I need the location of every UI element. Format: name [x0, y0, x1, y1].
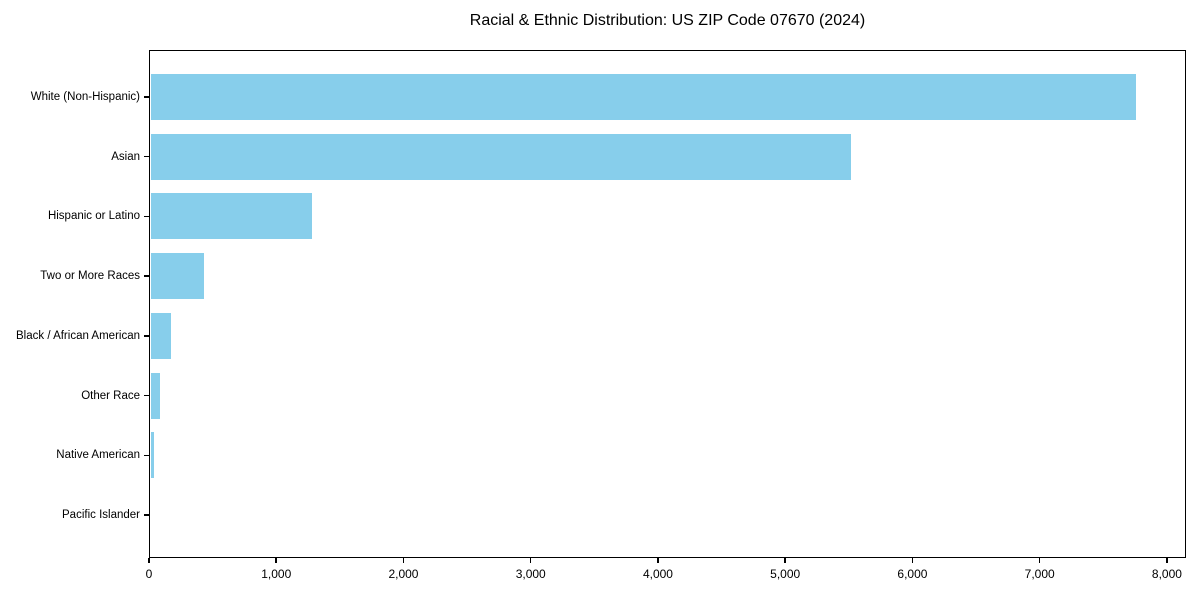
- x-tick-label: 1,000: [261, 567, 292, 581]
- x-tick-mark: [1038, 558, 1041, 563]
- x-tick-mark: [529, 558, 532, 563]
- y-tick-label: Two or More Races: [40, 270, 140, 283]
- x-tick-mark: [148, 558, 150, 563]
- x-tick-label: 0: [145, 567, 153, 581]
- x-tick-label: 4,000: [642, 567, 673, 581]
- y-tick-mark: [144, 454, 149, 456]
- bar: [150, 133, 852, 180]
- y-tick-label: White (Non-Hispanic): [30, 91, 140, 103]
- y-tick-label: Hispanic or Latino: [47, 210, 140, 223]
- bar: [150, 253, 204, 300]
- y-tick-mark: [144, 514, 149, 516]
- y-tick-label: Asian: [111, 150, 140, 163]
- y-tick-label: Other Race: [81, 389, 140, 402]
- bar: [150, 372, 160, 419]
- y-tick-mark: [144, 275, 149, 277]
- bar: [150, 193, 312, 240]
- bar: [150, 432, 155, 479]
- x-tick-mark: [911, 558, 914, 563]
- x-tick-label: 3,000: [515, 567, 546, 581]
- y-tick-label: Native American: [56, 449, 140, 462]
- y-tick-mark: [144, 394, 149, 397]
- x-tick-mark: [784, 558, 786, 563]
- x-tick-mark: [275, 558, 277, 563]
- x-tick-label: 5,000: [770, 567, 801, 581]
- x-tick-label: 7,000: [1024, 567, 1055, 581]
- y-tick-mark: [144, 335, 149, 337]
- bar: [150, 74, 1137, 120]
- x-tick-label: 2,000: [388, 567, 419, 581]
- x-tick-mark: [657, 558, 659, 563]
- bar: [150, 312, 172, 359]
- plot-area: [149, 50, 1186, 558]
- x-tick-label: 6,000: [897, 567, 928, 581]
- x-tick-mark: [402, 558, 405, 563]
- chart-title: Racial & Ethnic Distribution: US ZIP Cod…: [469, 12, 866, 29]
- y-tick-label: Black / African American: [16, 329, 140, 342]
- y-tick-label: Pacific Islander: [62, 508, 140, 521]
- y-tick-mark: [144, 215, 149, 218]
- y-tick-mark: [144, 155, 149, 158]
- x-tick-label: 8,000: [1151, 567, 1182, 581]
- x-tick-mark: [1166, 558, 1168, 563]
- y-tick-mark: [144, 96, 149, 98]
